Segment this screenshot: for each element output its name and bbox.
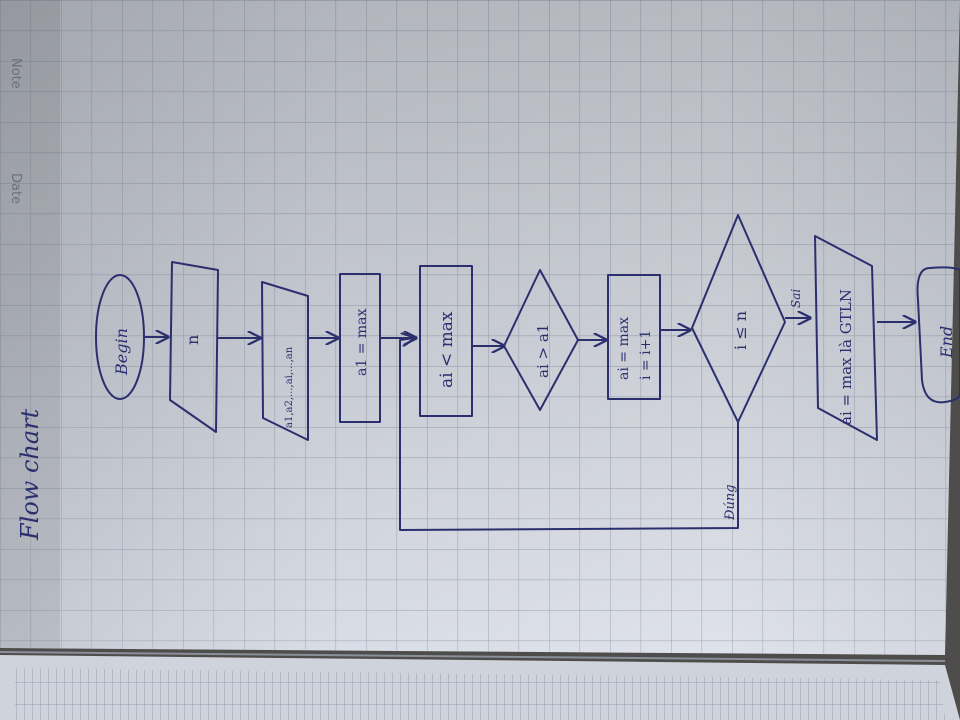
assign-max-label: a1 = max: [354, 308, 370, 376]
assign-max-node: a1 = max: [339, 273, 381, 423]
check-i-label: i ≤ n: [731, 311, 750, 350]
update-label-1: ai = max: [616, 317, 632, 380]
loop-box-label: ai < max: [437, 311, 457, 388]
page-heading: Flow chart: [16, 408, 44, 541]
edge-no-label: Sai: [789, 289, 803, 308]
header-labels: Note Date: [8, 58, 23, 204]
notebook-page: [0, 0, 960, 655]
input-array-node: a1,a2,...,ai,...,an: [261, 281, 309, 441]
loop-box-node: ai < max: [419, 265, 473, 417]
input-array-label: a1,a2,...,ai,...,an: [284, 346, 295, 428]
update-node: ai = max i = i+1: [607, 274, 661, 400]
note-label: Note: [8, 58, 23, 89]
date-label: Date: [8, 173, 23, 204]
begin-label: Begin: [112, 328, 131, 376]
edge-yes-label: Đúng: [723, 484, 738, 521]
update-label-2: i = i+1: [638, 330, 654, 380]
compare-label: ai > a1: [534, 324, 552, 378]
begin-node: Begin: [95, 274, 145, 400]
output-label: ai = max là GTLN: [837, 289, 855, 425]
compare-node: ai > a1: [503, 269, 579, 411]
end-node: End: [916, 266, 960, 404]
output-node: ai = max là GTLN: [814, 235, 878, 441]
input-n-node: n: [169, 261, 219, 433]
input-n-label: n: [183, 335, 202, 345]
end-label: End: [937, 326, 956, 359]
arrow-loop-back: [399, 338, 739, 531]
flowchart: Begin n a1,a2,...,ai,...,an a1 = max ai …: [95, 214, 960, 531]
next-page-edge: [0, 651, 960, 720]
